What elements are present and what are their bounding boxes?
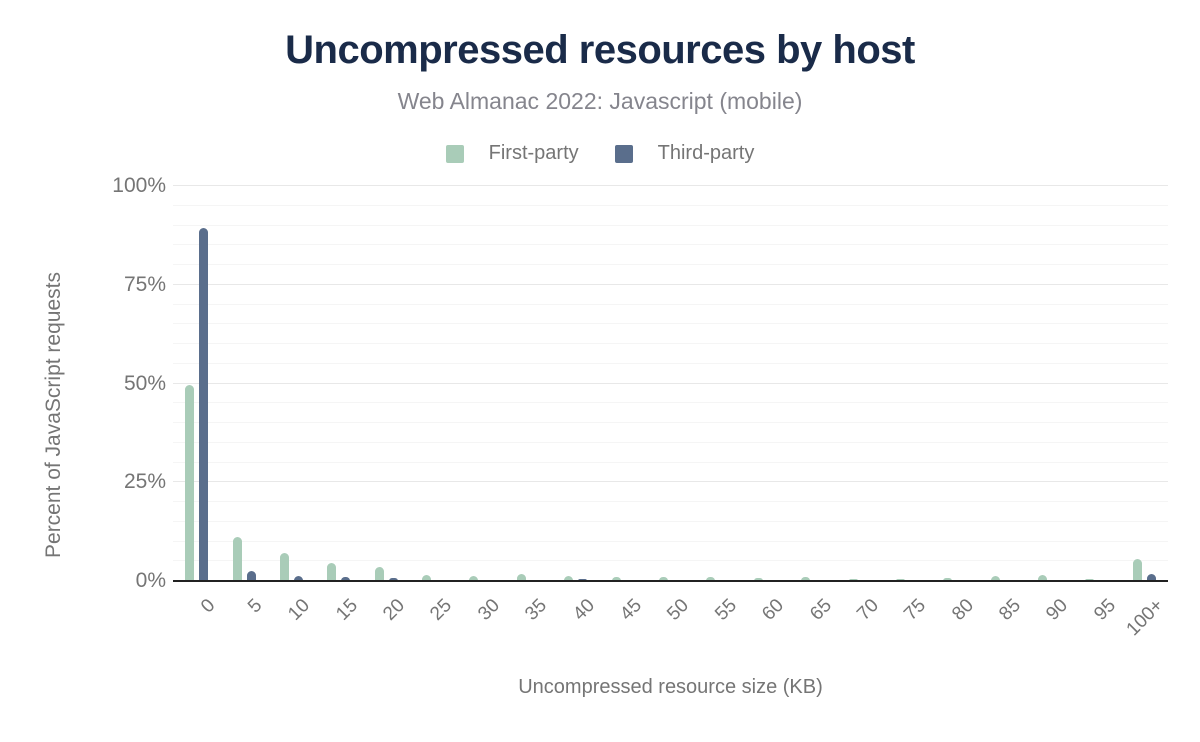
minor-gridline-45 (173, 402, 1168, 404)
bar-first-party-30 (469, 576, 479, 581)
minor-gridline-40 (173, 422, 1168, 423)
minor-gridline-85 (173, 244, 1168, 246)
bar-first-party-55 (706, 577, 716, 581)
x-tick-45: 45 (616, 595, 646, 625)
x-tick-75: 75 (900, 595, 931, 625)
bar-first-party-85 (990, 575, 1000, 581)
bar-first-party-35 (516, 574, 526, 581)
major-gridline-25 (173, 481, 1168, 483)
legend-item-first-party: First-party (445, 142, 579, 165)
x-tick-55: 55 (710, 595, 741, 625)
bar-first-party-25 (422, 574, 432, 581)
x-tick-25: 25 (426, 595, 457, 625)
bar-third-party-100+ (1146, 573, 1156, 581)
bar-first-party-60 (753, 577, 763, 581)
x-tick-50: 50 (663, 595, 694, 625)
minor-gridline-70 (173, 303, 1168, 305)
x-tick-30: 30 (474, 595, 504, 625)
bar-third-party-20 (388, 578, 398, 581)
bar-third-party-15 (341, 577, 351, 581)
minor-gridline-5 (173, 560, 1168, 562)
major-gridline-75 (173, 283, 1168, 285)
bar-first-party-20 (374, 567, 384, 581)
x-tick-80: 80 (947, 595, 978, 625)
minor-gridline-35 (173, 441, 1168, 443)
y-tick-100: 100% (112, 174, 166, 197)
major-gridline-100 (173, 185, 1168, 186)
x-tick-95: 95 (1089, 595, 1120, 625)
minor-gridline-20 (173, 501, 1168, 502)
x-tick-70: 70 (853, 595, 883, 625)
chart-title: Uncompressed resources by host (285, 28, 915, 72)
bar-third-party-5 (246, 570, 256, 581)
minor-gridline-90 (173, 224, 1168, 226)
minor-gridline-30 (173, 461, 1168, 463)
bar-first-party-5 (232, 536, 242, 581)
x-tick-100+: 100+ (1122, 595, 1168, 641)
minor-gridline-80 (173, 264, 1168, 265)
x-axis-labels: 0 5 10 15 20 25 30 35 40 45 50 55 60 65 70 75 80 85 90 95 10… (173, 186, 1168, 742)
bar-first-party-0 (185, 384, 195, 581)
x-tick-10: 10 (284, 595, 315, 625)
y-tick-0: 0% (135, 569, 166, 592)
bar-first-party-50 (659, 577, 668, 581)
legend-label-third-party: Third-party (657, 142, 755, 164)
bar-third-party-0 (199, 228, 209, 581)
minor-gridline-55 (173, 362, 1168, 364)
minor-gridline-10 (173, 540, 1168, 542)
minor-gridline-15 (173, 520, 1168, 522)
bar-first-party-10 (279, 553, 289, 581)
bar-first-party-40 (564, 576, 574, 581)
x-tick-5: 5 (244, 595, 267, 618)
x-tick-90: 90 (1042, 595, 1073, 625)
bar-first-party-15 (327, 562, 337, 581)
major-gridline-50 (173, 382, 1168, 384)
bar-first-party-90 (1038, 575, 1048, 581)
legend-item-third-party: Third-party (614, 142, 755, 165)
x-axis-line (173, 580, 1168, 582)
bar-first-party-65 (801, 577, 811, 581)
chart-subtitle: Web Almanac 2022: Javascript (mobile) (397, 88, 803, 114)
third-party-swatch-icon (614, 144, 633, 163)
plot-area (173, 185, 1168, 582)
x-tick-0: 0 (197, 595, 220, 618)
legend-label-first-party: First-party (488, 142, 579, 164)
y-axis-title: Percent of JavaScript requests (42, 272, 65, 558)
x-tick-60: 60 (758, 595, 789, 625)
bar-third-party-10 (293, 575, 303, 581)
minor-gridline-95 (173, 204, 1168, 206)
minor-gridline-65 (173, 323, 1168, 325)
chart-legend: First-party Third-party (0, 142, 1200, 165)
minor-gridline-60 (173, 343, 1168, 344)
bar-first-party-45 (611, 577, 621, 581)
bar-first-party-80 (943, 577, 953, 581)
first-party-swatch-icon (445, 144, 464, 163)
x-tick-15: 15 (331, 595, 362, 625)
bar-first-party-100+ (1132, 559, 1142, 581)
x-tick-40: 40 (568, 595, 599, 625)
x-tick-85: 85 (995, 595, 1026, 625)
x-tick-65: 65 (805, 595, 836, 625)
x-tick-35: 35 (521, 595, 552, 625)
x-axis-title: Uncompressed resource size (KB) (518, 676, 823, 698)
x-tick-20: 20 (379, 595, 410, 625)
